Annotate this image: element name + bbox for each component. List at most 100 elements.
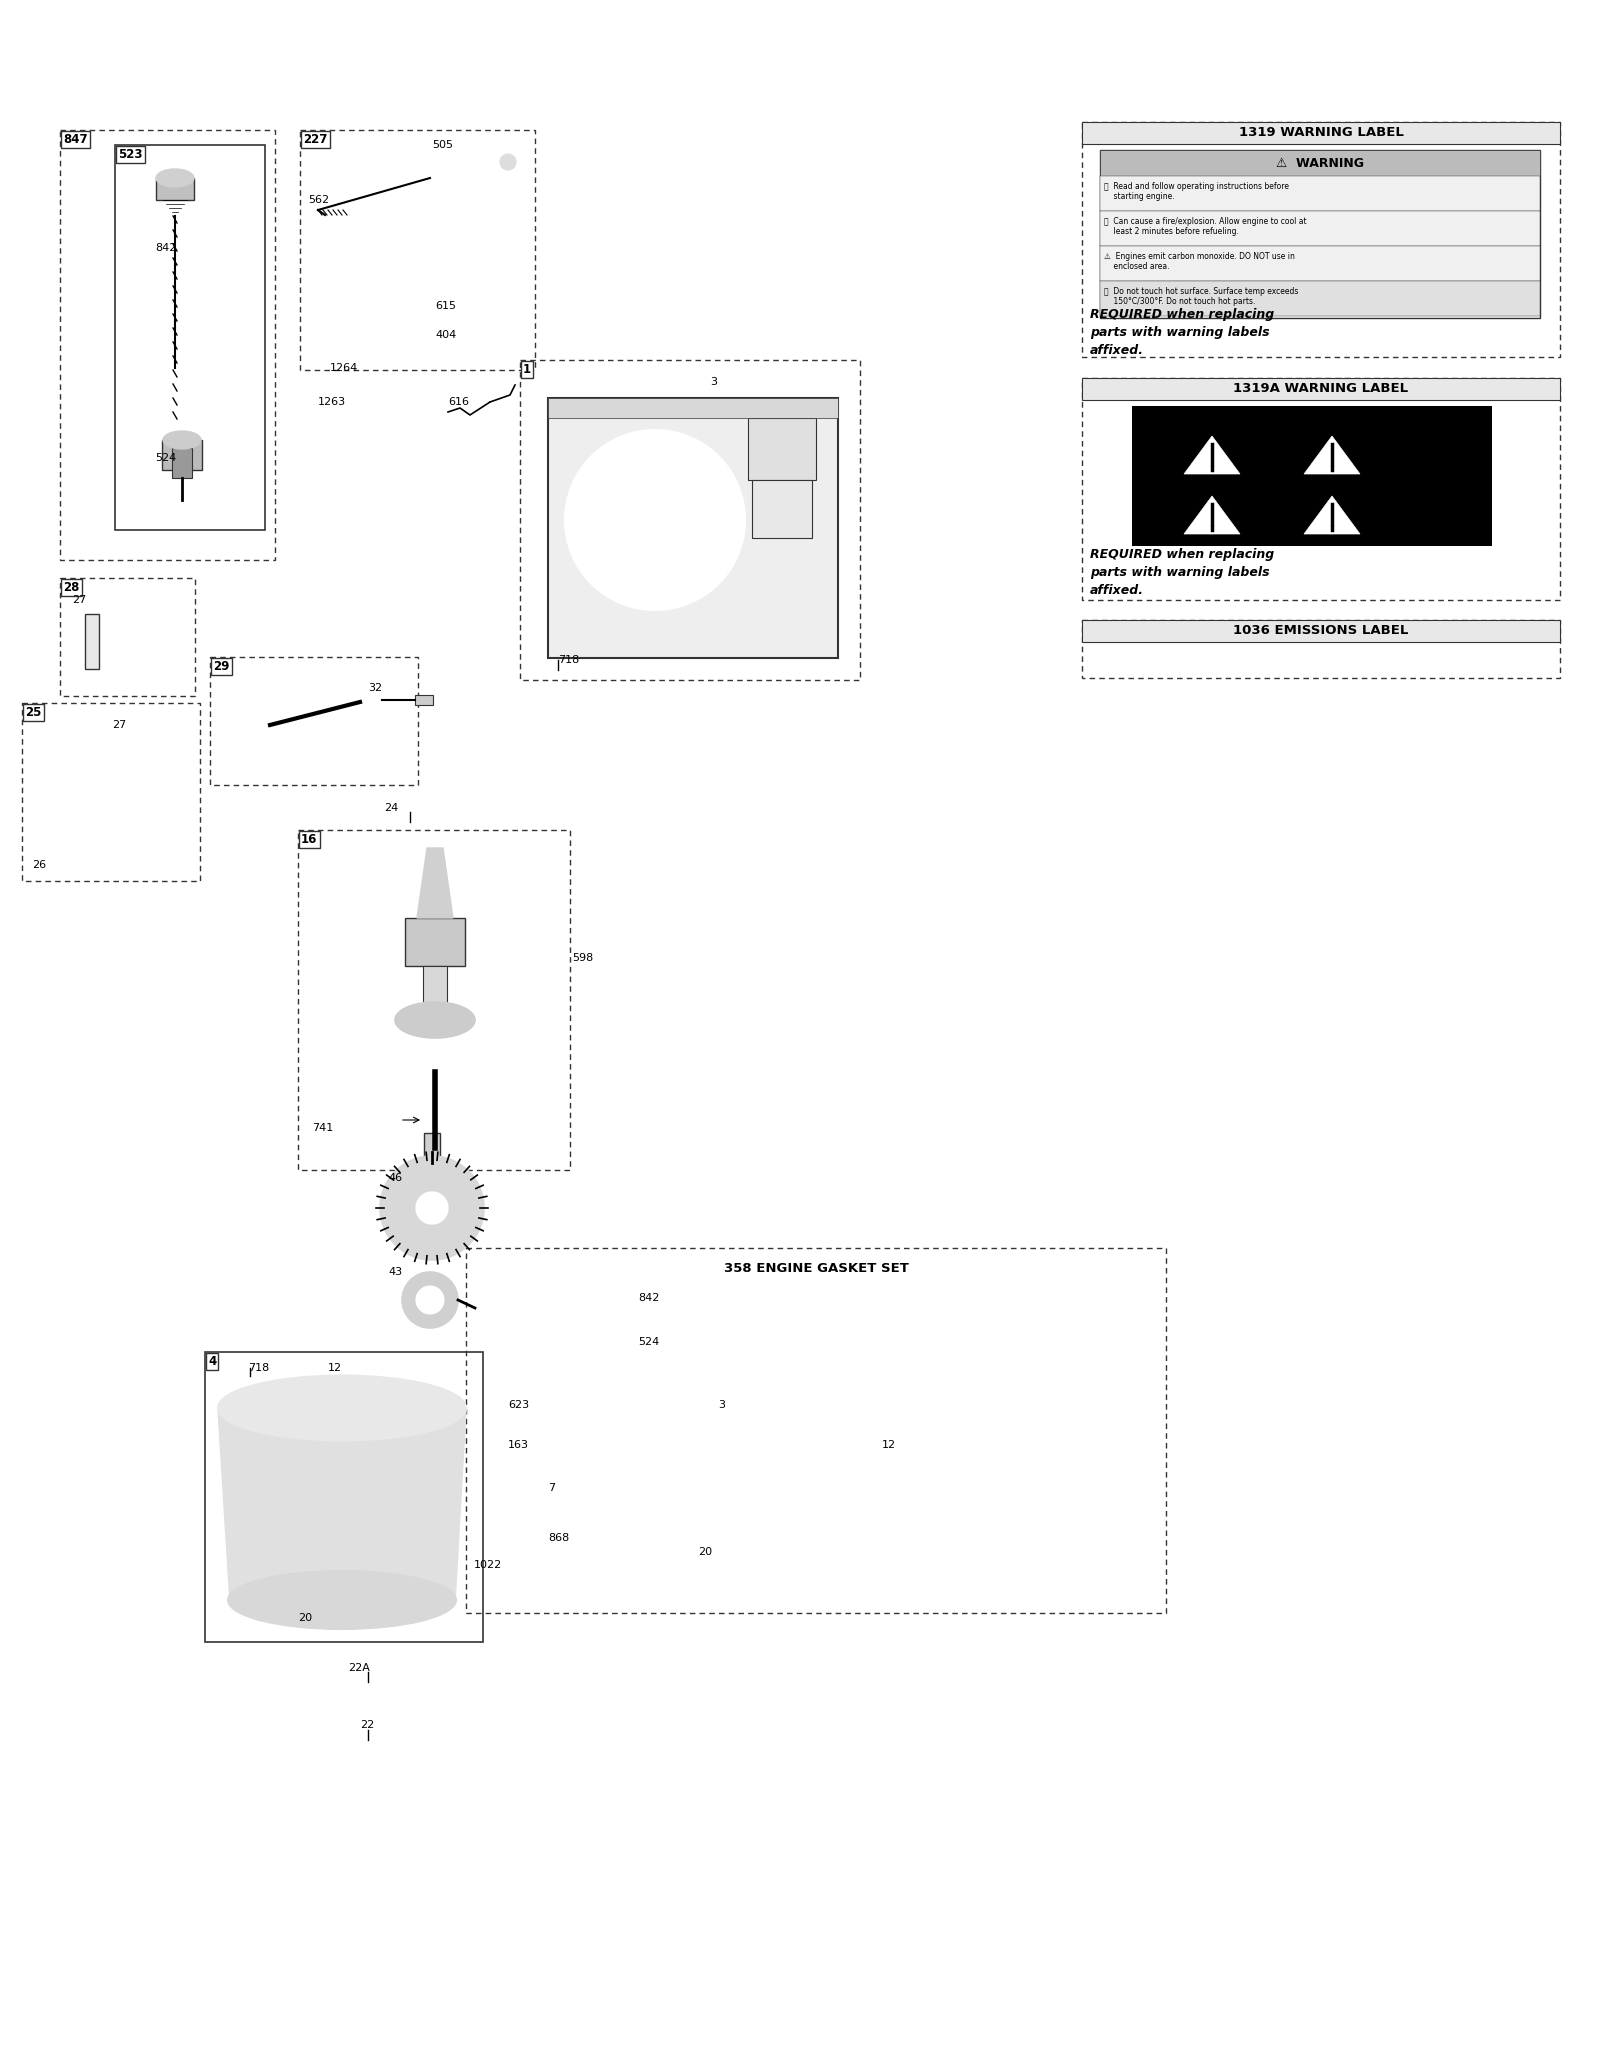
Bar — [1082, 122, 1560, 145]
Polygon shape — [1304, 437, 1360, 474]
Text: 29: 29 — [213, 660, 229, 673]
Bar — [61, 130, 275, 561]
Bar — [424, 1132, 440, 1163]
Text: 523: 523 — [118, 147, 142, 161]
Text: 25: 25 — [26, 706, 42, 718]
Text: 1264: 1264 — [330, 362, 358, 373]
Text: 43: 43 — [387, 1267, 402, 1277]
Bar — [173, 447, 192, 478]
Bar — [1082, 122, 1560, 356]
Text: 163: 163 — [509, 1441, 530, 1449]
Bar — [1101, 176, 1539, 211]
Text: 3: 3 — [718, 1399, 725, 1410]
Bar — [466, 1248, 1166, 1613]
Text: 598: 598 — [573, 952, 594, 963]
Text: 28: 28 — [62, 582, 80, 594]
Text: 404: 404 — [435, 329, 456, 339]
Polygon shape — [218, 1408, 466, 1600]
Text: ⚠  WARNING: ⚠ WARNING — [1277, 157, 1363, 170]
Bar — [1101, 149, 1539, 176]
Bar — [1101, 211, 1539, 246]
Text: 842: 842 — [638, 1294, 659, 1302]
Text: 20: 20 — [298, 1613, 312, 1623]
Bar — [405, 917, 466, 967]
Text: 22: 22 — [360, 1720, 374, 1731]
Bar — [115, 145, 266, 530]
Text: REQUIRED when replacing
parts with warning labels
affixed.: REQUIRED when replacing parts with warni… — [1090, 308, 1274, 356]
Text: 227: 227 — [302, 132, 328, 147]
Text: 1036 EMISSIONS LABEL: 1036 EMISSIONS LABEL — [1234, 625, 1408, 638]
Ellipse shape — [163, 431, 202, 449]
Bar — [752, 480, 813, 538]
Text: 718: 718 — [558, 654, 579, 664]
Text: 46: 46 — [387, 1174, 402, 1182]
Bar — [547, 397, 838, 658]
Text: 20: 20 — [698, 1546, 712, 1557]
Bar — [298, 830, 570, 1170]
Text: 505: 505 — [432, 141, 453, 149]
Text: 741: 741 — [312, 1124, 333, 1132]
Text: 4: 4 — [208, 1356, 216, 1368]
Bar — [61, 578, 195, 696]
Text: 16: 16 — [301, 832, 317, 847]
Bar — [1082, 379, 1560, 400]
Ellipse shape — [218, 1374, 466, 1441]
Text: 868: 868 — [547, 1534, 570, 1542]
Polygon shape — [418, 849, 453, 917]
Bar — [1101, 282, 1539, 317]
Text: 718: 718 — [248, 1362, 269, 1372]
Text: 32: 32 — [368, 683, 382, 693]
Circle shape — [565, 431, 746, 611]
Text: Ⓜ  Read and follow operating instructions before
    starting engine.: Ⓜ Read and follow operating instructions… — [1104, 182, 1290, 201]
Text: 🚫  Can cause a fire/explosion. Allow engine to cool at
    least 2 minutes befor: 🚫 Can cause a fire/explosion. Allow engi… — [1104, 217, 1307, 236]
Text: 358 ENGINE GASKET SET: 358 ENGINE GASKET SET — [723, 1263, 909, 1275]
Bar — [157, 178, 194, 201]
Bar — [85, 615, 99, 669]
Text: 524: 524 — [638, 1337, 659, 1348]
Circle shape — [381, 1155, 483, 1261]
Text: 3: 3 — [710, 377, 717, 387]
Text: ⚠  Engines emit carbon monoxide. DO NOT use in
    enclosed area.: ⚠ Engines emit carbon monoxide. DO NOT u… — [1104, 253, 1294, 271]
Text: 842: 842 — [155, 242, 176, 253]
Text: 27: 27 — [72, 594, 86, 604]
Bar — [162, 441, 202, 470]
Bar — [1082, 621, 1560, 642]
Circle shape — [416, 1285, 445, 1314]
Bar — [1101, 246, 1539, 282]
Ellipse shape — [157, 170, 194, 186]
Bar — [210, 656, 418, 785]
Bar — [520, 360, 861, 681]
Text: 562: 562 — [307, 195, 330, 205]
Bar — [414, 696, 434, 706]
Ellipse shape — [395, 1002, 475, 1037]
Text: 1: 1 — [523, 362, 531, 377]
Bar — [749, 418, 816, 480]
Text: 7: 7 — [547, 1482, 555, 1492]
Text: 27: 27 — [112, 720, 126, 731]
Text: 12: 12 — [882, 1441, 896, 1449]
Polygon shape — [1184, 437, 1240, 474]
Text: REQUIRED when replacing
parts with warning labels
affixed.: REQUIRED when replacing parts with warni… — [1090, 549, 1274, 596]
Text: 615: 615 — [435, 300, 456, 310]
Polygon shape — [1304, 497, 1360, 534]
Text: 1319 WARNING LABEL: 1319 WARNING LABEL — [1238, 126, 1403, 139]
Circle shape — [402, 1271, 458, 1329]
Text: 623: 623 — [509, 1399, 530, 1410]
Text: 24: 24 — [384, 803, 398, 814]
Circle shape — [499, 153, 515, 170]
Polygon shape — [1184, 497, 1240, 534]
Text: 1263: 1263 — [318, 397, 346, 408]
Circle shape — [416, 1192, 448, 1223]
Text: 12: 12 — [328, 1362, 342, 1372]
Bar — [1082, 379, 1560, 600]
Bar — [1133, 406, 1491, 546]
Bar — [422, 967, 446, 1006]
Text: 26: 26 — [32, 859, 46, 869]
Text: 847: 847 — [62, 132, 88, 147]
Ellipse shape — [229, 1571, 456, 1629]
Bar — [1101, 149, 1539, 319]
Text: 524: 524 — [155, 453, 176, 464]
Bar — [205, 1352, 483, 1642]
Text: 22A: 22A — [349, 1662, 370, 1673]
Bar — [301, 130, 534, 371]
